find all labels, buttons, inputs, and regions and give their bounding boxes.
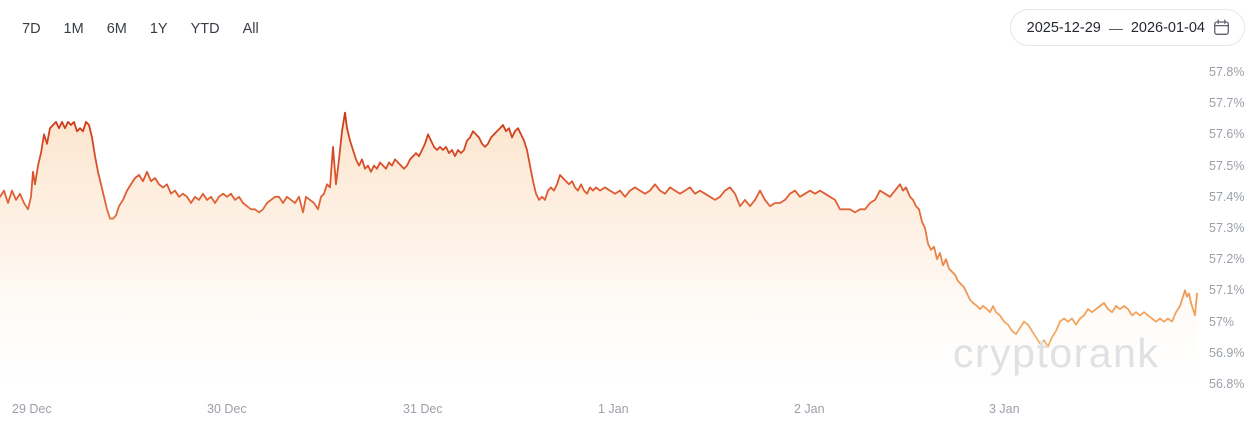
time-range-selector: 7D 1M 6M 1Y YTD All <box>21 17 260 41</box>
y-axis-label: 57.4% <box>1209 189 1245 204</box>
range-button-1y[interactable]: 1Y <box>149 17 169 41</box>
x-axis-label: 1 Jan <box>598 402 629 416</box>
y-axis-label: 57.5% <box>1209 158 1245 173</box>
date-range-separator: — <box>1108 19 1123 36</box>
y-axis-label: 57.1% <box>1209 283 1245 298</box>
y-axis-label: 57.6% <box>1209 127 1245 142</box>
range-button-6m[interactable]: 6M <box>106 17 128 41</box>
x-axis-label: 2 Jan <box>794 402 825 416</box>
y-axis-label: 57.2% <box>1209 252 1245 267</box>
y-axis-label: 57.3% <box>1209 221 1245 235</box>
x-axis-label: 30 Dec <box>207 402 247 416</box>
range-button-1m[interactable]: 1M <box>63 17 85 41</box>
dominance-line <box>0 111 1198 348</box>
y-axis-label: 57% <box>1209 314 1235 329</box>
y-axis-label: 57.7% <box>1209 96 1245 111</box>
y-axis-label: 57.8% <box>1209 65 1245 79</box>
x-axis-label: 3 Jan <box>989 402 1020 416</box>
range-button-ytd[interactable]: YTD <box>190 17 221 41</box>
cryptorank-watermark: cryptorank <box>953 330 1160 376</box>
calendar-icon[interactable] <box>1213 19 1230 36</box>
x-axis-label: 31 Dec <box>403 402 443 416</box>
y-axis: 57.8% 57.7% 57.6% 57.5% 57.4% 57.3% 57.2% 57.1%… <box>1209 0 1253 433</box>
date-range-end: 2026-01-04 <box>1130 19 1205 36</box>
range-button-7d[interactable]: 7D <box>21 17 42 41</box>
x-axis-label: 29 Dec <box>12 402 52 416</box>
date-range-start: 2025-12-29 <box>1026 19 1101 36</box>
range-button-all[interactable]: All <box>242 17 260 41</box>
y-axis-label: 56.9% <box>1209 345 1245 360</box>
x-axis: 29 Dec 30 Dec 31 Dec 1 Jan 2 Jan 3 Jan <box>0 402 1253 422</box>
y-axis-label: 56.8% <box>1209 377 1245 391</box>
date-range-picker[interactable]: 2025-12-29 — 2026-01-04 <box>1009 9 1245 46</box>
